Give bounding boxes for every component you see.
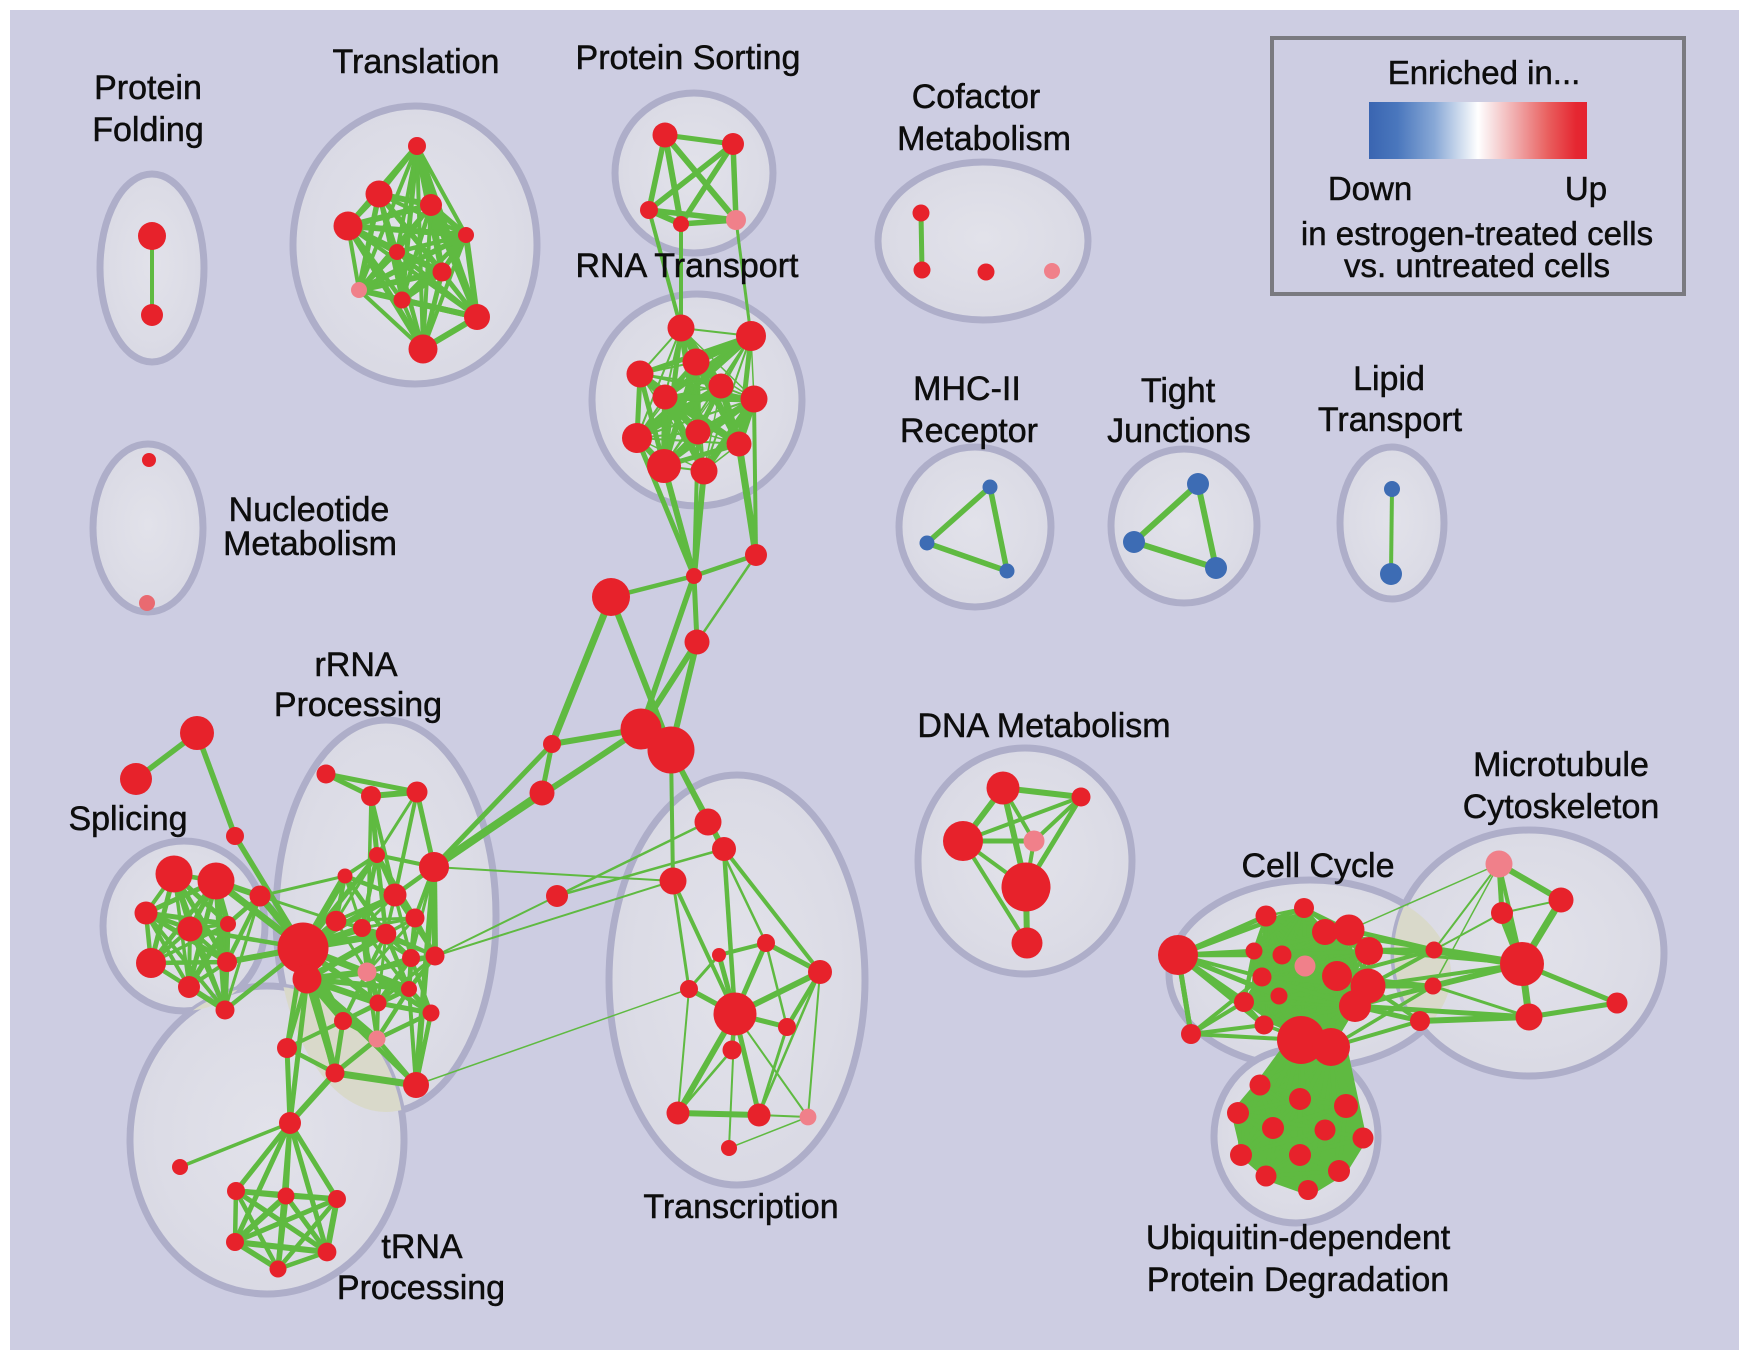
svg-text:Down: Down — [1328, 170, 1412, 207]
svg-text:vs. untreated cells: vs. untreated cells — [1344, 247, 1610, 284]
svg-text:Microtubule: Microtubule — [1473, 746, 1649, 784]
svg-text:Processing: Processing — [274, 686, 442, 724]
svg-text:DNA Metabolism: DNA Metabolism — [917, 707, 1170, 745]
svg-text:Transcription: Transcription — [643, 1188, 838, 1226]
svg-text:Receptor: Receptor — [900, 412, 1038, 450]
svg-text:RNA Transport: RNA Transport — [576, 247, 800, 285]
svg-text:Processing: Processing — [337, 1269, 505, 1307]
svg-text:rRNA: rRNA — [314, 646, 397, 684]
svg-text:Lipid: Lipid — [1353, 360, 1425, 398]
svg-text:Folding: Folding — [92, 111, 204, 149]
svg-text:Cofactor: Cofactor — [912, 78, 1041, 116]
svg-text:Junctions: Junctions — [1107, 412, 1251, 450]
svg-text:in estrogen-treated cells: in estrogen-treated cells — [1301, 215, 1653, 252]
svg-text:Cell Cycle: Cell Cycle — [1241, 847, 1394, 885]
svg-text:Enriched in...: Enriched in... — [1388, 54, 1581, 91]
svg-text:Ubiquitin-dependent: Ubiquitin-dependent — [1146, 1219, 1451, 1257]
svg-text:Protein: Protein — [94, 69, 202, 107]
svg-text:Tight: Tight — [1141, 372, 1216, 410]
svg-text:Translation: Translation — [333, 43, 500, 81]
svg-text:Splicing: Splicing — [68, 800, 187, 838]
svg-text:tRNA: tRNA — [381, 1228, 463, 1266]
svg-text:Up: Up — [1565, 170, 1607, 207]
svg-text:Nucleotide: Nucleotide — [229, 491, 390, 529]
svg-text:Metabolism: Metabolism — [897, 120, 1071, 158]
svg-text:Cytoskeleton: Cytoskeleton — [1463, 788, 1660, 826]
svg-text:Transport: Transport — [1318, 401, 1463, 439]
svg-text:MHC-II: MHC-II — [913, 370, 1021, 408]
svg-text:Protein Degradation: Protein Degradation — [1147, 1261, 1449, 1299]
svg-text:Protein Sorting: Protein Sorting — [576, 39, 801, 77]
svg-text:Metabolism: Metabolism — [223, 525, 397, 563]
